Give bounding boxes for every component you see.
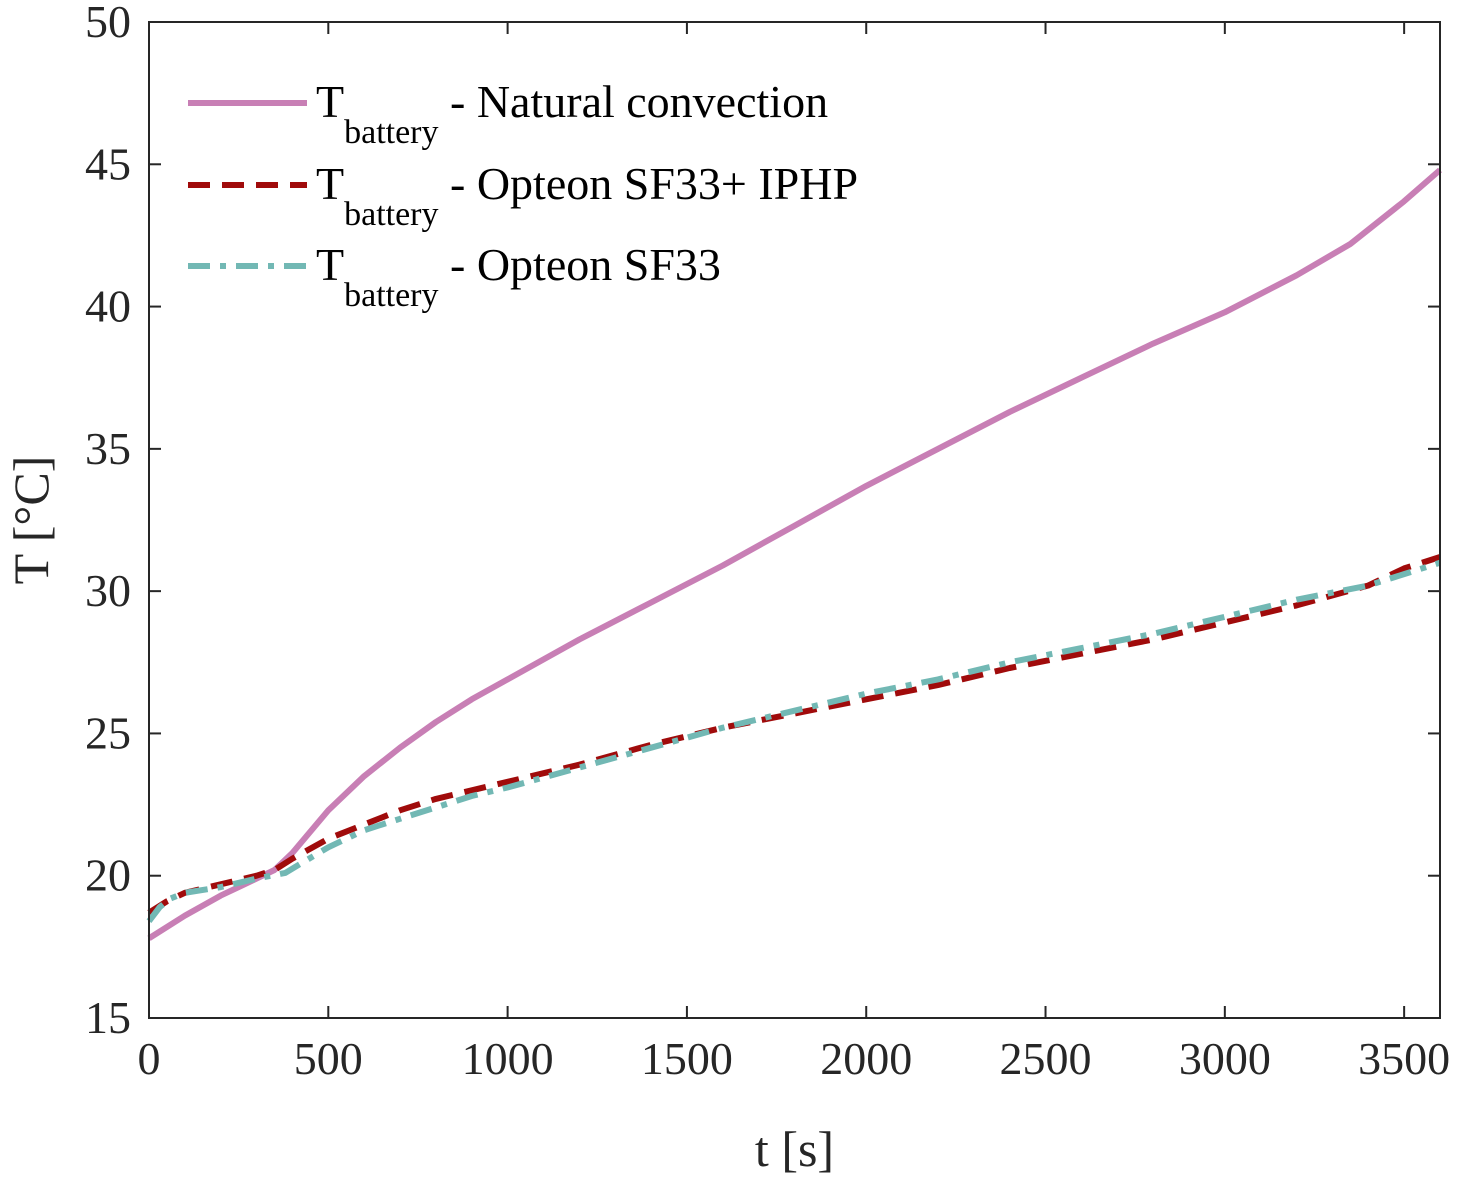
- y-tick-label: 20: [85, 850, 131, 901]
- y-tick-label: 25: [85, 707, 131, 758]
- x-tick-label: 2000: [820, 1033, 912, 1084]
- x-axis-label: t [s]: [755, 1121, 834, 1177]
- x-tick-label: 1000: [462, 1033, 554, 1084]
- axis-ticks: 0 500 1000 1500 2000 2500 3000 3500 15 20 25 30 35 40…: [85, 0, 1450, 1084]
- x-tick-label: 3000: [1179, 1033, 1271, 1084]
- legend-label-0: Tbattery - Natural convection: [316, 76, 828, 151]
- legend-label-text: - Opteon SF33+ IPHP: [439, 158, 859, 209]
- series-line-2: [146, 559, 1441, 924]
- legend-label-main: T: [316, 76, 344, 127]
- legend-label-1: Tbattery - Opteon SF33+ IPHP: [316, 158, 858, 233]
- y-tick-label: 35: [85, 423, 131, 474]
- x-tick-label: 2500: [1000, 1033, 1092, 1084]
- x-tick-label: 0: [138, 1033, 161, 1084]
- y-tick-label: 50: [85, 0, 131, 47]
- legend-label-main: T: [316, 239, 344, 290]
- x-tick-label: 3500: [1358, 1033, 1450, 1084]
- x-tick-label: 500: [294, 1033, 363, 1084]
- x-tick-label: 1500: [641, 1033, 733, 1084]
- legend-label-main: T: [316, 158, 344, 209]
- series-layer: [146, 167, 1442, 941]
- y-tick-label: 30: [85, 565, 131, 616]
- legend-label-subscript: battery: [344, 196, 438, 233]
- legend-label-subscript: battery: [344, 114, 438, 151]
- legend-label-2: Tbattery - Opteon SF33: [316, 239, 721, 314]
- plot-area-frame: [148, 21, 1441, 1019]
- y-tick-label: 15: [85, 992, 131, 1043]
- legend-label-text: - Natural convection: [439, 76, 829, 127]
- y-axis-label: T [°C]: [3, 456, 59, 585]
- legend-label-subscript: battery: [344, 277, 438, 314]
- y-tick-label: 45: [85, 138, 131, 189]
- y-tick-label: 40: [85, 281, 131, 332]
- legend-label-text: - Opteon SF33: [439, 239, 721, 290]
